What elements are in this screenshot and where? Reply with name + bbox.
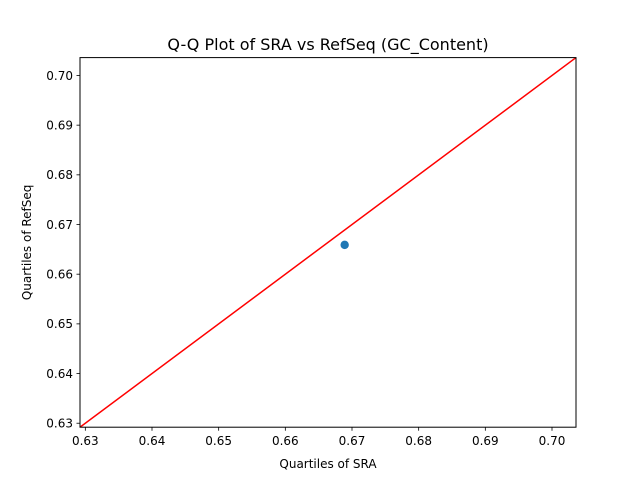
x-tick-label: 0.69 (472, 434, 499, 448)
y-tick-label: 0.64 (46, 367, 73, 381)
chart-title: Q-Q Plot of SRA vs RefSeq (GC_Content) (167, 35, 488, 55)
data-point (340, 240, 349, 250)
x-tick-label: 0.65 (205, 434, 232, 448)
x-tick-label: 0.64 (139, 434, 166, 448)
y-tick-label: 0.67 (46, 218, 73, 232)
x-tick-label: 0.63 (72, 434, 99, 448)
reference-line (80, 57, 576, 428)
x-tick-label: 0.70 (539, 434, 566, 448)
y-tick-label: 0.68 (46, 168, 73, 182)
y-tick-label: 0.65 (46, 317, 73, 331)
y-tick-label: 0.69 (46, 118, 73, 132)
x-tick-label: 0.66 (272, 434, 299, 448)
y-tick-label: 0.63 (46, 417, 73, 431)
ticks-layer: 0.63 0.64 0.65 0.66 0.67 0.68 0.69 0.70 0.63 0.64… (46, 69, 565, 448)
x-tick-label: 0.68 (405, 434, 432, 448)
y-tick-label: 0.66 (46, 267, 73, 281)
plot-layer (80, 57, 576, 428)
x-axis-label: Quartiles of SRA (279, 457, 377, 471)
x-tick-label: 0.67 (339, 434, 366, 448)
y-axis-label: Quartiles of RefSeq (20, 185, 34, 301)
y-tick-label: 0.70 (46, 69, 73, 83)
plot-frame (79, 57, 577, 428)
